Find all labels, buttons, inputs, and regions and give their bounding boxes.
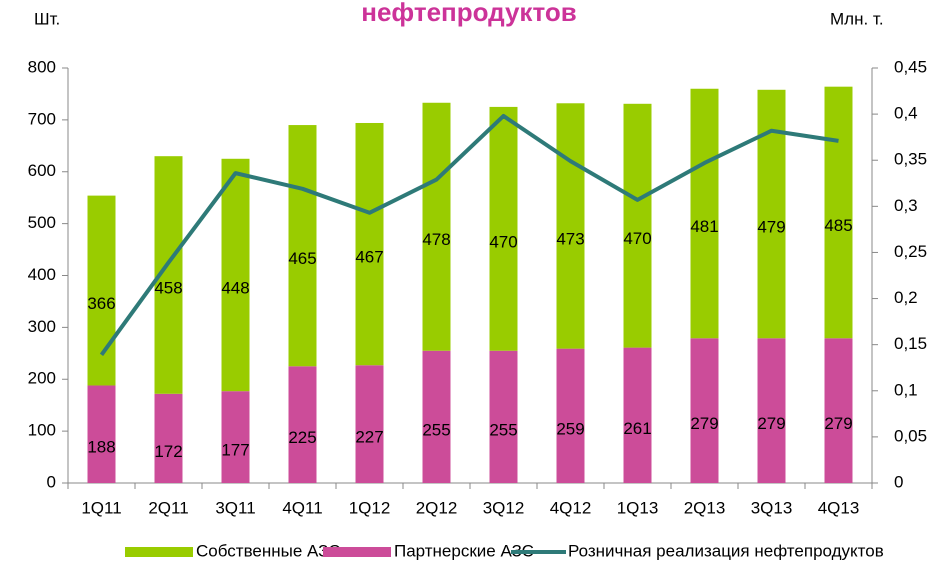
data-label: 366 (87, 294, 115, 313)
data-label: 255 (489, 420, 517, 439)
data-label: 261 (623, 419, 651, 438)
x-tick-label: 3Q13 (751, 498, 793, 517)
data-label: 465 (288, 249, 316, 268)
data-label: 188 (87, 438, 115, 457)
bar (556, 348, 585, 483)
bar (489, 350, 518, 483)
bar (623, 103, 652, 348)
bar (154, 393, 183, 483)
bar (422, 350, 451, 483)
legend-label: Розничная реализация нефтепродуктов (568, 541, 884, 560)
legend-label: Собственные АЗС (196, 541, 341, 560)
x-tick-label: 1Q11 (81, 498, 121, 517)
bar (757, 338, 786, 483)
y2-tick-label: 0,45 (894, 57, 927, 76)
data-label: 473 (556, 229, 584, 248)
y-tick-label: 700 (28, 109, 56, 128)
x-tick-label: 4Q12 (550, 498, 592, 517)
bar (623, 347, 652, 483)
x-tick-label: 4Q13 (818, 498, 860, 517)
data-label: 255 (422, 420, 450, 439)
data-label: 478 (422, 230, 450, 249)
x-tick-label: 2Q13 (684, 498, 726, 517)
legend-swatch (323, 547, 391, 557)
y2-axis-label: Млн. т. (830, 9, 884, 28)
y2-tick-label: 0,25 (894, 242, 927, 261)
bar (221, 391, 250, 483)
data-label: 172 (154, 442, 182, 461)
bar (489, 106, 518, 351)
bar (422, 102, 451, 351)
y-tick-label: 100 (28, 421, 56, 440)
bar (87, 195, 116, 386)
bar (757, 89, 786, 339)
y-axis-label: Шт. (34, 9, 60, 28)
x-tick-label: 3Q12 (483, 498, 525, 517)
x-tick-label: 3Q11 (215, 498, 255, 517)
y2-tick-label: 0,2 (894, 288, 918, 307)
data-label: 467 (355, 248, 383, 267)
y-tick-label: 500 (28, 213, 56, 232)
bar (556, 103, 585, 349)
y-tick-label: 200 (28, 369, 56, 388)
data-label: 458 (154, 278, 182, 297)
data-label: 481 (690, 217, 718, 236)
y-tick-label: 600 (28, 161, 56, 180)
bar (690, 88, 719, 339)
y2-tick-label: 0,35 (894, 150, 927, 169)
data-label: 279 (690, 414, 718, 433)
y2-tick-label: 0,15 (894, 334, 927, 353)
bar (221, 158, 250, 392)
x-tick-label: 1Q13 (617, 498, 659, 517)
bar (690, 338, 719, 483)
bar (355, 122, 384, 366)
x-tick-label: 4Q11 (282, 498, 322, 517)
y2-tick-label: 0,4 (894, 104, 918, 123)
y-tick-label: 400 (28, 265, 56, 284)
y2-tick-label: 0,3 (894, 196, 918, 215)
x-tick-label: 1Q12 (349, 498, 391, 517)
bar (355, 365, 384, 483)
bar (824, 338, 853, 483)
x-tick-label: 2Q12 (416, 498, 458, 517)
legend-swatch (125, 547, 193, 557)
y2-tick-label: 0,1 (894, 380, 918, 399)
data-label: 177 (221, 441, 249, 460)
data-label: 470 (623, 229, 651, 248)
bar (288, 125, 317, 367)
bar (288, 366, 317, 483)
y2-tick-label: 0 (894, 472, 903, 491)
data-label: 259 (556, 419, 584, 438)
data-label: 227 (355, 428, 383, 447)
data-label: 479 (757, 218, 785, 237)
data-label: 448 (221, 278, 249, 297)
legend-label: Партнерские АЗС (394, 541, 534, 560)
x-tick-label: 2Q11 (148, 498, 188, 517)
bar (824, 86, 853, 339)
data-label: 485 (824, 216, 852, 235)
y-tick-label: 300 (28, 317, 56, 336)
y-tick-label: 800 (28, 57, 56, 76)
chart-title: нефтепродуктов (361, 0, 576, 27)
data-label: 279 (824, 414, 852, 433)
bar (87, 385, 116, 483)
data-label: 225 (288, 428, 316, 447)
y2-tick-label: 0,05 (894, 426, 927, 445)
y-tick-label: 0 (47, 472, 56, 491)
data-label: 279 (757, 414, 785, 433)
line (99, 113, 839, 356)
data-label: 470 (489, 232, 517, 251)
